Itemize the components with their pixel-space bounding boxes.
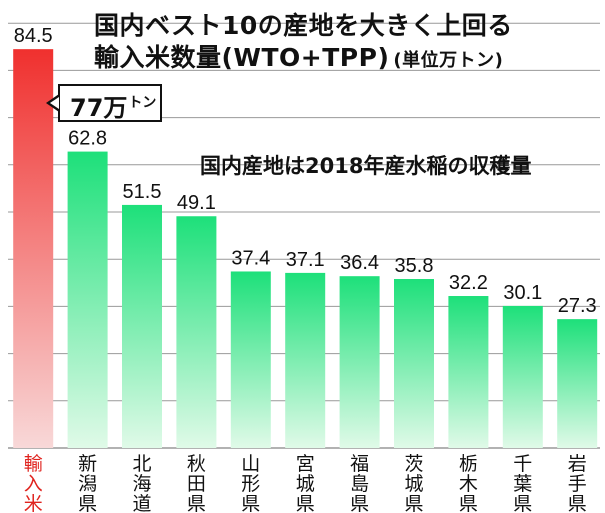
value-label-2: 62.8	[68, 128, 107, 150]
category-label-9: 栃木県	[459, 453, 478, 513]
category-label-10: 千葉県	[513, 453, 532, 513]
value-labels: 84.5 62.8 51.5 49.1 37.4 37.1 36.4 35.8 32.2 30.1…	[14, 25, 597, 317]
unit-label: (単位万トン)	[393, 50, 504, 71]
import-quantity-callout: 77万トン	[58, 84, 162, 122]
category-label-1: 輸入米	[24, 453, 43, 513]
bar-11	[557, 319, 598, 448]
category-label-2: 新潟県	[78, 453, 97, 513]
category-label-6: 宮城県	[296, 453, 315, 513]
chart-title-line2: 輸入米数量(WTO+TPP) (単位万トン)	[94, 38, 503, 74]
value-label-5: 37.4	[231, 247, 270, 269]
bars	[13, 49, 598, 449]
value-label-7: 36.4	[340, 252, 379, 274]
bar-2	[67, 151, 108, 449]
value-label-1: 84.5	[14, 25, 53, 47]
value-label-6: 37.1	[286, 249, 325, 271]
category-label-8: 茨城県	[404, 453, 423, 513]
value-label-4: 49.1	[177, 192, 216, 214]
bar-5	[230, 271, 271, 448]
chart-title-line1: 国内ベスト10の産地を大きく上回る	[94, 11, 513, 40]
bar-1	[13, 49, 54, 448]
bar-6	[285, 272, 326, 448]
bar-4	[176, 216, 217, 448]
category-label-4: 秋田県	[187, 453, 206, 513]
bar-3	[122, 204, 162, 448]
bar-8	[394, 279, 434, 448]
category-labels: 輸入米 新潟県 北海道 秋田県 山形県 宮城県 福島県 茨城県 栃木県 千葉県 岩手県	[24, 453, 587, 513]
bar-10	[502, 305, 543, 448]
category-label-5: 山形県	[241, 453, 260, 513]
bar-9	[448, 296, 489, 448]
callout-unit: トン	[128, 95, 157, 111]
value-label-3: 51.5	[123, 181, 162, 203]
value-label-9: 32.2	[449, 272, 488, 294]
value-label-11: 27.3	[558, 295, 597, 317]
callout-pointer-inner	[50, 97, 59, 109]
category-label-11: 岩手県	[568, 453, 587, 513]
chart-title-line2-text: 輸入米数量(WTO+TPP)	[94, 43, 390, 72]
value-label-8: 35.8	[395, 255, 434, 277]
bar-7	[339, 276, 380, 448]
category-label-3: 北海道	[132, 453, 151, 513]
value-label-10: 30.1	[503, 282, 542, 304]
chart-subtitle: 国内産地は2018年産水稲の収穫量	[200, 154, 532, 178]
category-label-7: 福島県	[350, 453, 369, 513]
callout-value: 77万	[70, 94, 128, 122]
